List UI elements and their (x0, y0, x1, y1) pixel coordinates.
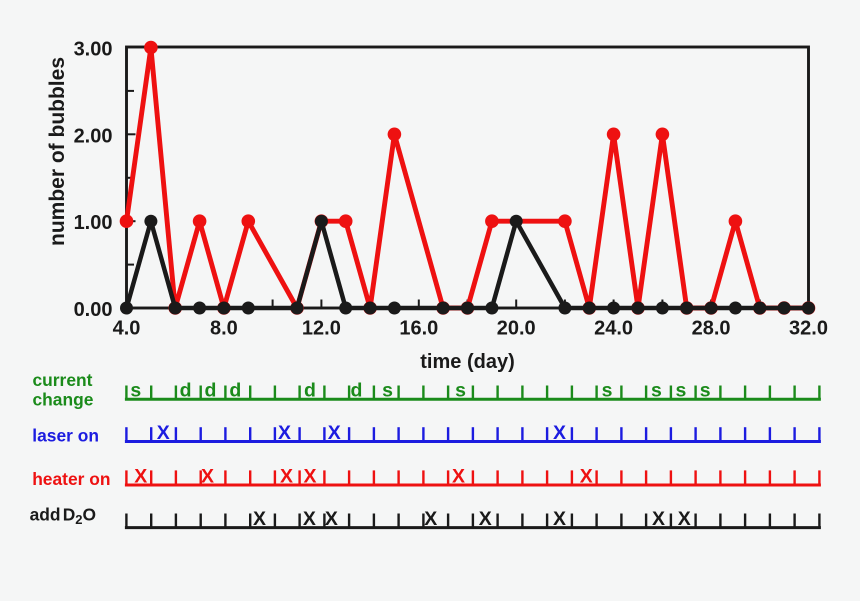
svg-text:X: X (303, 508, 316, 530)
svg-text:X: X (278, 422, 291, 444)
svg-text:time (day): time (day) (420, 351, 514, 373)
svg-text:laser on: laser on (32, 425, 99, 445)
svg-text:d: d (351, 379, 363, 401)
svg-text:s: s (602, 379, 613, 401)
svg-text:X: X (479, 508, 492, 530)
svg-text:change: change (33, 389, 94, 409)
svg-text:X: X (134, 466, 147, 488)
svg-text:8.0: 8.0 (210, 318, 238, 340)
svg-text:X: X (325, 508, 338, 530)
svg-text:1.00: 1.00 (74, 212, 113, 234)
svg-text:20.0: 20.0 (497, 318, 536, 340)
svg-text:d: d (229, 379, 241, 401)
svg-text:s: s (675, 379, 686, 401)
svg-text:X: X (580, 466, 593, 488)
svg-text:d: d (304, 379, 316, 401)
svg-text:X: X (328, 422, 341, 444)
svg-text:0.00: 0.00 (74, 299, 113, 321)
svg-text:current: current (33, 370, 93, 390)
svg-text:X: X (424, 508, 437, 530)
svg-text:d: d (204, 379, 216, 401)
svg-text:12.0: 12.0 (302, 318, 341, 340)
svg-text:d: d (180, 379, 192, 401)
svg-text:s: s (700, 379, 711, 401)
svg-text:X: X (303, 466, 316, 488)
svg-text:s: s (651, 379, 662, 401)
svg-text:4.0: 4.0 (113, 318, 141, 340)
svg-text:X: X (452, 466, 465, 488)
svg-text:X: X (678, 508, 691, 530)
svg-text:3.00: 3.00 (74, 39, 113, 61)
svg-text:2.00: 2.00 (74, 125, 113, 147)
svg-text:X: X (280, 466, 293, 488)
svg-text:32.0: 32.0 (789, 318, 828, 340)
svg-text:X: X (253, 508, 266, 530)
svg-text:16.0: 16.0 (399, 318, 438, 340)
svg-text:s: s (382, 379, 393, 401)
svg-text:number of bubbles: number of bubbles (46, 57, 69, 246)
svg-text:heater on: heater on (32, 469, 110, 489)
svg-text:X: X (553, 508, 566, 530)
svg-text:X: X (553, 422, 566, 444)
svg-text:s: s (455, 379, 466, 401)
svg-text:s: s (130, 379, 141, 401)
svg-text:X: X (201, 466, 214, 488)
svg-text:24.0: 24.0 (594, 318, 633, 340)
svg-text:28.0: 28.0 (692, 318, 731, 340)
svg-text:X: X (652, 508, 665, 530)
svg-text:X: X (157, 422, 170, 444)
